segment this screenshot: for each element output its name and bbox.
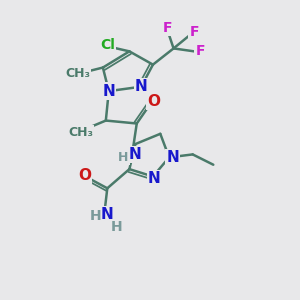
Text: H: H xyxy=(90,209,101,223)
Text: H: H xyxy=(118,151,129,164)
Text: N: N xyxy=(148,171,161,186)
Text: N: N xyxy=(102,84,115,99)
Text: N: N xyxy=(166,150,179,165)
Text: F: F xyxy=(163,21,172,35)
Text: CH₃: CH₃ xyxy=(68,126,93,139)
Text: H: H xyxy=(111,220,122,234)
Text: F: F xyxy=(195,44,205,58)
Text: CH₃: CH₃ xyxy=(65,67,90,80)
Text: N: N xyxy=(135,79,148,94)
Text: N: N xyxy=(129,147,142,162)
Text: F: F xyxy=(189,25,199,39)
Text: O: O xyxy=(78,167,91,182)
Text: N: N xyxy=(101,207,114,222)
Text: Cl: Cl xyxy=(100,38,115,52)
Text: O: O xyxy=(147,94,160,109)
